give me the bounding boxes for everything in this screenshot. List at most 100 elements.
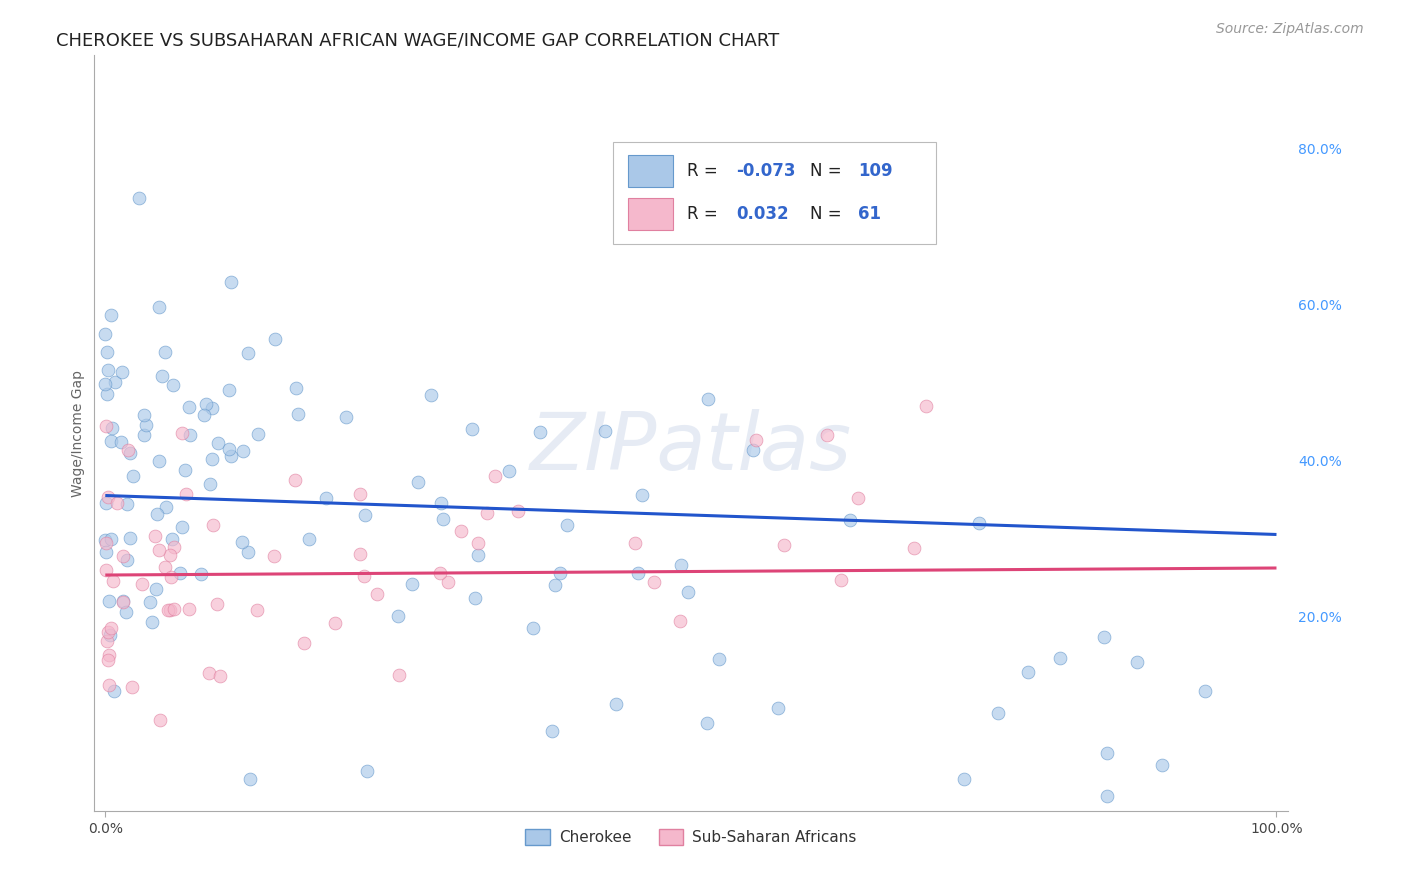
Point	[97, 653, 120, 667]
Point	[263, 332, 285, 346]
Point	[111, 549, 134, 563]
Point	[817, 428, 839, 442]
Point	[205, 597, 228, 611]
Point	[150, 369, 173, 384]
Point	[94, 563, 117, 577]
Point	[914, 399, 936, 413]
Point	[121, 469, 143, 483]
Point	[100, 532, 122, 546]
Point	[555, 517, 578, 532]
Point	[148, 542, 170, 557]
Point	[219, 449, 242, 463]
Point	[218, 383, 240, 397]
Point	[1092, 630, 1115, 644]
Point	[707, 652, 730, 666]
Text: N =: N =	[810, 161, 848, 180]
Point	[190, 567, 212, 582]
Point	[117, 442, 139, 457]
Point	[170, 426, 193, 441]
Point	[118, 446, 141, 460]
Point	[522, 621, 544, 635]
Point	[145, 582, 167, 597]
Point	[903, 541, 925, 555]
Point	[1194, 684, 1216, 698]
Point	[155, 500, 177, 515]
Point	[287, 408, 309, 422]
Point	[159, 603, 181, 617]
Point	[236, 545, 259, 559]
Text: ZIPatlas: ZIPatlas	[530, 409, 852, 487]
Point	[953, 772, 976, 787]
Point	[484, 469, 506, 483]
Point	[132, 409, 155, 423]
Point	[548, 566, 571, 581]
Point	[100, 434, 122, 449]
Point	[401, 577, 423, 591]
Text: Source: ZipAtlas.com: Source: ZipAtlas.com	[1216, 22, 1364, 37]
Point	[696, 716, 718, 731]
Point	[207, 435, 229, 450]
Point	[174, 487, 197, 501]
Point	[120, 531, 142, 545]
Point	[285, 381, 308, 395]
Text: CHEROKEE VS SUBSAHARAN AFRICAN WAGE/INCOME GAP CORRELATION CHART: CHEROKEE VS SUBSAHARAN AFRICAN WAGE/INCO…	[56, 31, 779, 49]
Point	[111, 366, 134, 380]
Point	[696, 392, 718, 407]
FancyBboxPatch shape	[627, 198, 673, 230]
Point	[174, 463, 197, 477]
Text: R =: R =	[688, 205, 728, 223]
Point	[160, 570, 183, 584]
Point	[221, 276, 243, 290]
Point	[98, 594, 121, 608]
Point	[605, 697, 627, 711]
Point	[247, 426, 270, 441]
Point	[101, 421, 124, 435]
Point	[676, 585, 699, 599]
Point	[97, 625, 120, 640]
Point	[388, 667, 411, 681]
Point	[830, 573, 852, 587]
Point	[772, 538, 794, 552]
FancyBboxPatch shape	[627, 155, 673, 186]
Point	[246, 603, 269, 617]
Point	[135, 418, 157, 433]
Point	[741, 442, 763, 457]
Point	[540, 724, 562, 739]
Point	[111, 595, 134, 609]
Point	[475, 507, 498, 521]
Point	[231, 444, 253, 458]
Point	[209, 669, 232, 683]
Point	[429, 496, 451, 510]
Point	[94, 377, 117, 392]
Point	[643, 575, 665, 590]
Point	[1152, 757, 1174, 772]
Point	[145, 507, 167, 521]
Point	[128, 191, 150, 205]
Point	[593, 424, 616, 438]
Point	[121, 680, 143, 694]
Point	[103, 684, 125, 698]
Point	[450, 524, 472, 538]
Point	[467, 548, 489, 562]
Point	[115, 497, 138, 511]
Point	[148, 300, 170, 314]
Point	[353, 508, 375, 522]
Point	[94, 326, 117, 341]
Point	[97, 362, 120, 376]
Point	[745, 433, 768, 447]
Point	[623, 535, 645, 549]
Legend: Cherokee, Sub-Saharan Africans: Cherokee, Sub-Saharan Africans	[524, 830, 856, 845]
Point	[156, 602, 179, 616]
Point	[98, 628, 121, 642]
Text: R =: R =	[688, 161, 723, 180]
Point	[1097, 746, 1119, 760]
Point	[201, 517, 224, 532]
Point	[100, 308, 122, 322]
Point	[100, 621, 122, 635]
Point	[179, 428, 201, 442]
Point	[498, 464, 520, 478]
Point	[335, 409, 357, 424]
Point	[366, 587, 388, 601]
Point	[218, 442, 240, 457]
Point	[112, 593, 135, 607]
